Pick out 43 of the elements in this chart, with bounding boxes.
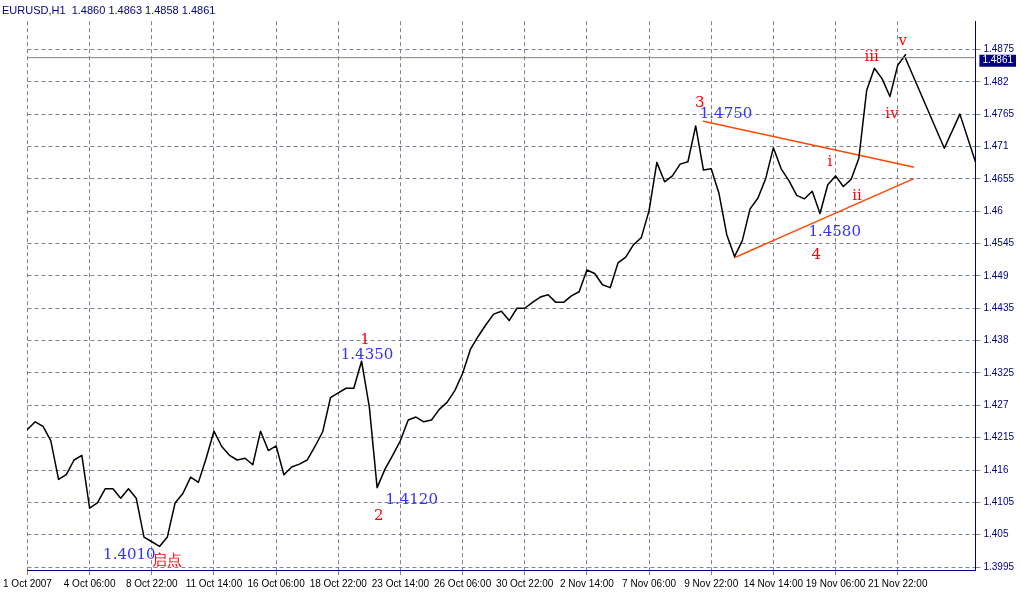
y-tick-label: 1.4875: [983, 43, 1015, 55]
y-tick-label: 1.4655: [983, 172, 1015, 184]
annotation: iii: [864, 46, 879, 65]
y-tick-label: 1.4215: [983, 431, 1015, 443]
y-tick-label: 1.4105: [983, 496, 1015, 508]
x-tick-label: 9 Nov 22:00: [684, 577, 739, 589]
x-tick-label: 16 Oct 06:00: [247, 577, 306, 589]
y-tick-label: 1.46: [983, 204, 1004, 216]
y-tick-label: 1.4325: [983, 366, 1015, 378]
y-tick-label: 1.416: [983, 463, 1009, 475]
y-tick-label: 1.4545: [983, 237, 1015, 249]
x-tick-label: 7 Nov 06:00: [622, 577, 677, 589]
x-tick-label: 11 Oct 14:00: [185, 577, 243, 589]
y-tick-label: 1.471: [983, 140, 1009, 152]
y-tick-label: 1.482: [983, 75, 1009, 87]
x-tick-label: 19 Nov 06:00: [805, 577, 866, 589]
annotation: v: [897, 31, 908, 50]
x-tick-label: 23 Oct 14:00: [371, 577, 430, 589]
chart-title: EURUSD,H1 1.4860 1.4863 1.4858 1.4861: [2, 3, 216, 16]
y-tick-label: 1.427: [983, 399, 1009, 411]
y-tick-label: 1.449: [983, 269, 1009, 281]
y-tick-label: 1.4765: [983, 107, 1015, 119]
annotation: ii: [852, 185, 863, 204]
x-tick-label: 30 Oct 22:00: [496, 577, 554, 589]
x-tick-label: 14 Nov 14:00: [743, 577, 804, 589]
annotation: 1.4120: [385, 489, 438, 508]
annotation: 2: [373, 506, 384, 525]
x-tick-label: 2 Nov 14:00: [559, 577, 615, 589]
ref-line-label: 1.4861: [982, 54, 1014, 66]
x-tick-label: 26 Oct 06:00: [433, 577, 492, 589]
annotation: i: [827, 152, 833, 171]
y-tick-label: 1.405: [983, 528, 1009, 540]
y-tick-label: 1.4435: [983, 302, 1015, 313]
annotation: 1.4580: [808, 222, 861, 241]
x-tick-label: 21 Nov 22:00: [867, 577, 928, 589]
x-tick-label: 4 Oct 06:00: [63, 577, 116, 589]
annotation: iv: [885, 104, 900, 123]
annotation: 4: [811, 245, 822, 264]
x-tick-label: 18 Oct 22:00: [309, 577, 368, 589]
x-tick-label: 1 Oct 2007: [3, 577, 53, 589]
y-tick-label: 1.438: [983, 334, 1009, 346]
y-tick-label: 1.3995: [983, 560, 1015, 572]
x-tick-label: 8 Oct 22:00: [125, 577, 179, 589]
